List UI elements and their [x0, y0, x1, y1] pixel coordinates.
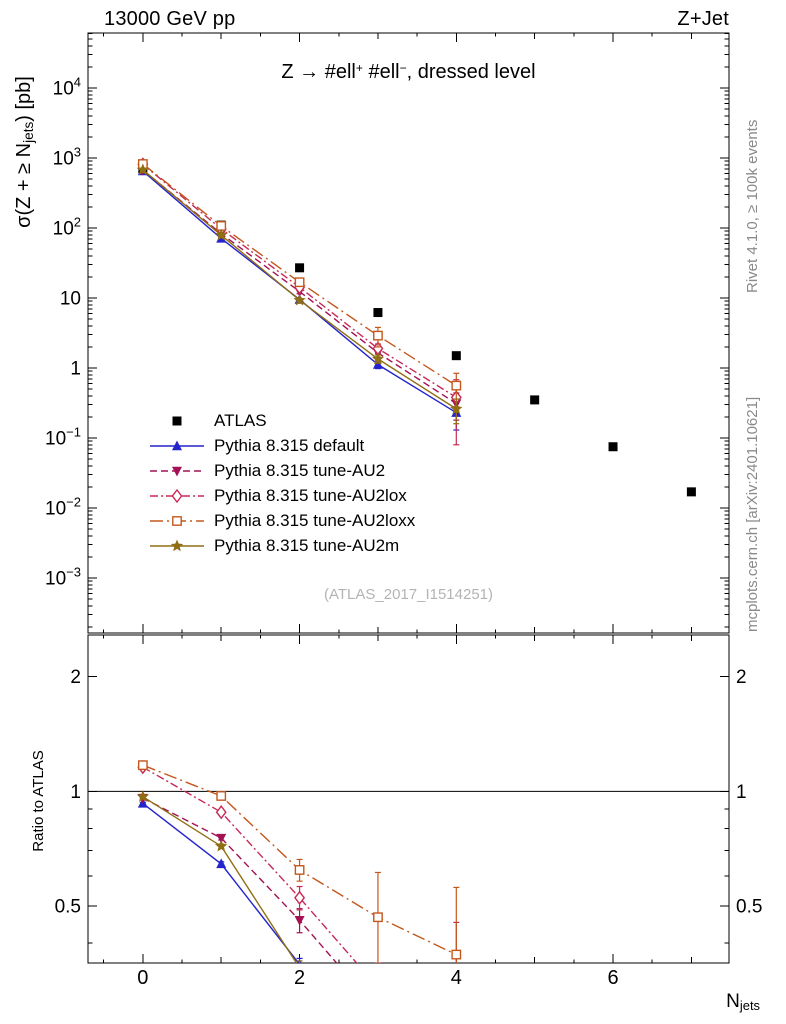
legend-sample-pythia-8-315-tune-au2loxx — [150, 515, 204, 526]
panel-frame — [87, 634, 730, 964]
x-axis-title: Njets — [700, 991, 760, 1013]
legend-item-atlas: ATLAS — [149, 408, 415, 433]
plot-title-sup-minus: − — [399, 61, 407, 75]
y-axis-title: σ(Z + ≥ Njets) [pb] — [13, 32, 36, 272]
main-ytick-label: 102 — [53, 215, 81, 240]
legend-label-pythia-8-315-tune-au2lox: Pythia 8.315 tune-AU2lox — [214, 485, 407, 505]
y-axis-title-pre: σ(Z + ≥ N — [13, 142, 35, 228]
main-ytick-label: 104 — [53, 75, 81, 100]
y-axis-title-sub: jets — [21, 121, 36, 143]
legend-sample-atlas — [172, 416, 182, 425]
y-axis-title-post: ) [pb] — [13, 76, 35, 122]
plot-title: Z → #ell+ #ell−, dressed level — [88, 61, 729, 84]
main-ytick-label: 10−3 — [45, 564, 81, 589]
legend-item-pythia-8-315-tune-au2lox: Pythia 8.315 tune-AU2lox — [149, 483, 415, 508]
plot-title-mid: #ell — [362, 61, 400, 83]
plot-title-pre: Z → #ell — [281, 61, 356, 83]
xtick-label: 6 — [607, 967, 618, 989]
legend-item-pythia-8-315-default: Pythia 8.315 default — [149, 433, 415, 458]
legend-label-pythia-8-315-tune-au2: Pythia 8.315 tune-AU2 — [214, 460, 386, 480]
rivet-version-note: Rivet 4.1.0, ≥ 100k events — [744, 119, 761, 293]
panel-frame — [87, 32, 730, 634]
ratio-ytick-label-right: 1 — [736, 782, 747, 803]
x-axis-title-pre: N — [726, 991, 740, 1012]
ratio-series-pythia-8-315-tune-au2m — [136, 790, 303, 963]
legend-sample-pythia-8-315-tune-au2 — [150, 466, 204, 476]
main-ytick-label: 10−1 — [45, 424, 81, 449]
main-ytick-label: 103 — [53, 145, 81, 170]
x-axis-title-sub: jets — [739, 998, 760, 1013]
ratio-axis-title: Ratio to ATLAS — [30, 750, 47, 852]
legend-label-pythia-8-315-default: Pythia 8.315 default — [214, 435, 365, 455]
series-pythia-8-315-tune-au2m — [136, 163, 463, 425]
mcplots-reference-note: mcplots.cern.ch [arXiv:2401.10621] — [744, 396, 761, 632]
plot-title-sup-plus: + — [355, 61, 363, 75]
xtick-label: 4 — [451, 967, 462, 989]
ratio-ytick-label-right: 0.5 — [736, 897, 762, 918]
legend-label-pythia-8-315-tune-au2m: Pythia 8.315 tune-AU2m — [214, 535, 400, 555]
beam-energy-label: 13000 GeV pp — [104, 8, 236, 30]
legend-item-pythia-8-315-tune-au2m: Pythia 8.315 tune-AU2m — [149, 533, 415, 558]
legend: ATLAS Pythia 8.315 default Pythia 8.315 tu… — [149, 408, 415, 558]
main-ytick-label: 10 — [60, 289, 81, 310]
legend-sample-pythia-8-315-default — [150, 440, 204, 450]
ratio-series-pythia-8-315-tune-au2loxx — [137, 760, 462, 963]
legend-sample-pythia-8-315-tune-au2m — [150, 539, 204, 551]
main-ytick-label: 1 — [70, 358, 81, 379]
axes-and-ticks — [87, 32, 730, 964]
plot-title-post: , dressed level — [406, 61, 536, 83]
ratio-ytick-label-left: 0.5 — [55, 897, 81, 918]
legend-label-atlas: ATLAS — [214, 410, 267, 430]
ratio-ytick-label-right: 2 — [736, 667, 747, 688]
legend-sample-pythia-8-315-tune-au2lox — [150, 488, 204, 503]
legend-label-pythia-8-315-tune-au2loxx: Pythia 8.315 tune-AU2loxx — [214, 510, 416, 530]
series-pythia-8-315-tune-au2loxx — [137, 159, 462, 408]
xtick-label: 0 — [137, 967, 148, 989]
legend-item-pythia-8-315-tune-au2: Pythia 8.315 tune-AU2 — [149, 458, 415, 483]
process-label: Z+Jet — [677, 8, 729, 30]
legend-item-pythia-8-315-tune-au2loxx: Pythia 8.315 tune-AU2loxx — [149, 508, 415, 533]
ratio-ytick-label-left: 1 — [70, 782, 81, 803]
analysis-id-watermark: (ATLAS_2017_I1514251) — [323, 586, 493, 603]
ratio-ytick-label-left: 2 — [70, 667, 81, 688]
xtick-label: 2 — [294, 967, 305, 989]
main-ytick-label: 10−2 — [45, 494, 81, 519]
